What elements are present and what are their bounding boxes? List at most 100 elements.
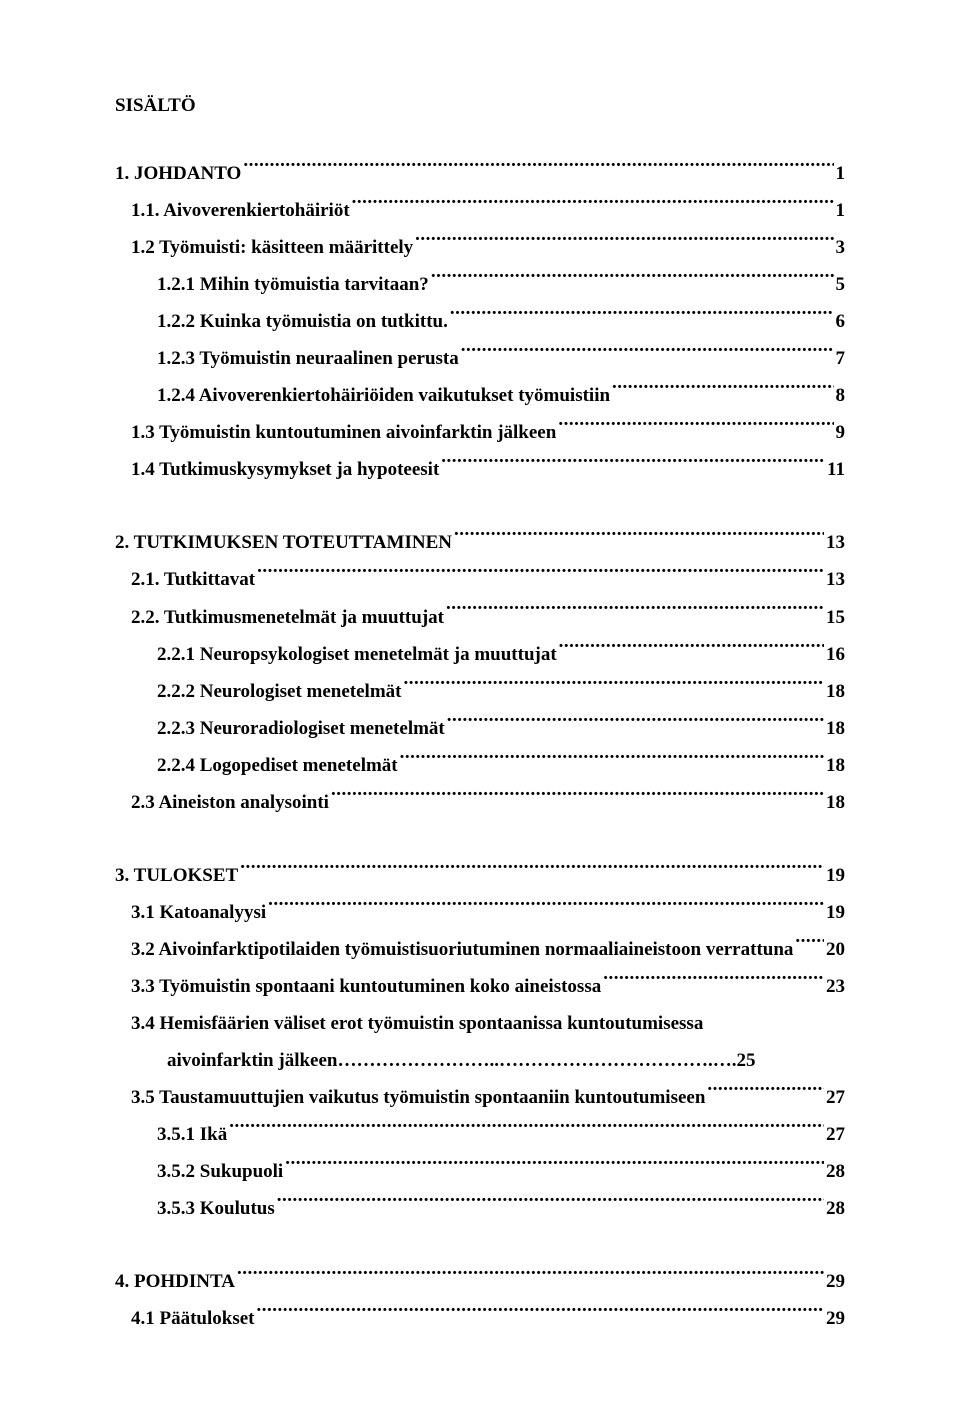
toc-container: 1. JOHDANTO11.1. Aivoverenkiertohäiriöt1… <box>115 155 845 1337</box>
toc-label: 2.2.2 Neurologiset menetelmät <box>157 673 401 710</box>
toc-leader <box>285 1158 824 1177</box>
toc-entry: 4.1 Päätulokset29 <box>115 1300 845 1337</box>
toc-label: 1. JOHDANTO <box>115 155 241 192</box>
toc-page: 20 <box>826 931 845 968</box>
toc-label: 1.3 Työmuistin kuntoutuminen aivoinfarkt… <box>131 414 556 451</box>
toc-label: 3.5 Taustamuuttujien vaikutus työmuistin… <box>131 1079 705 1116</box>
toc-leader <box>400 752 824 771</box>
toc-label: aivoinfarktin jälkeen……………………..………………………… <box>167 1042 732 1079</box>
toc-label: 2.3 Aineiston analysointi <box>131 784 329 821</box>
toc-leader <box>240 862 824 881</box>
toc-label: 3. TULOKSET <box>115 857 238 894</box>
toc-leader <box>795 936 824 955</box>
toc-label: 2.2. Tutkimusmenetelmät ja muuttujat <box>131 599 444 636</box>
toc-label: 3.5.1 Ikä <box>157 1116 227 1153</box>
toc-page: 18 <box>826 747 845 784</box>
toc-page: 19 <box>826 857 845 894</box>
toc-label: 1.2.3 Työmuistin neuraalinen perusta <box>157 340 459 377</box>
toc-leader <box>447 715 824 734</box>
toc-page: .25 <box>732 1042 756 1079</box>
toc-leader <box>558 419 833 438</box>
toc-page: 23 <box>826 968 845 1005</box>
toc-label: 1.2.1 Mihin työmuistia tarvitaan? <box>157 266 429 303</box>
toc-page: 18 <box>826 673 845 710</box>
toc-entry: 1. JOHDANTO 1 <box>115 155 845 192</box>
toc-page: 27 <box>826 1116 845 1153</box>
toc-label: 3.3 Työmuistin spontaani kuntoutuminen k… <box>131 968 601 1005</box>
toc-page: 28 <box>826 1153 845 1190</box>
toc-entry: 3.4 Hemisfäärien väliset erot työmuistin… <box>115 1005 845 1042</box>
toc-leader <box>603 973 824 992</box>
toc-leader <box>277 1195 824 1214</box>
toc-page: 29 <box>826 1263 845 1300</box>
toc-page: 5 <box>836 266 846 303</box>
toc-entry: 2.2.1 Neuropsykologiset menetelmät ja mu… <box>115 636 845 673</box>
toc-label: 2. TUTKIMUKSEN TOTEUTTAMINEN <box>115 524 452 561</box>
toc-entry: 2.2.2 Neurologiset menetelmät 18 <box>115 673 845 710</box>
toc-label: 1.4 Tutkimuskysymykset ja hypoteesit <box>131 451 439 488</box>
toc-label: 2.2.1 Neuropsykologiset menetelmät ja mu… <box>157 636 557 673</box>
toc-entry: 3.5 Taustamuuttujien vaikutus työmuistin… <box>115 1079 845 1116</box>
toc-entry: 3.3 Työmuistin spontaani kuntoutuminen k… <box>115 968 845 1005</box>
toc-page: 18 <box>826 784 845 821</box>
toc-entry: 3.1 Katoanalyysi 19 <box>115 894 845 931</box>
toc-leader <box>612 382 833 401</box>
toc-label: 2.2.3 Neuroradiologiset menetelmät <box>157 710 445 747</box>
toc-entry: 1.1. Aivoverenkiertohäiriöt 1 <box>115 192 845 229</box>
toc-leader <box>446 604 824 623</box>
toc-block: 1. JOHDANTO11.1. Aivoverenkiertohäiriöt1… <box>115 155 845 488</box>
toc-label: 2.2.4 Logopediset menetelmät <box>157 747 398 784</box>
toc-page: 15 <box>826 599 845 636</box>
toc-label: 3.5.3 Koulutus <box>157 1190 275 1227</box>
toc-label: 3.1 Katoanalyysi <box>131 894 266 931</box>
toc-label: 2.1. Tutkittavat <box>131 561 255 598</box>
toc-entry: 2. TUTKIMUKSEN TOTEUTTAMINEN13 <box>115 524 845 561</box>
toc-entry: 3. TULOKSET 19 <box>115 857 845 894</box>
toc-label: 1.2.4 Aivoverenkiertohäiriöiden vaikutuk… <box>157 377 610 414</box>
toc-block: 2. TUTKIMUKSEN TOTEUTTAMINEN132.1. Tutki… <box>115 524 845 820</box>
toc-page: 19 <box>826 894 845 931</box>
toc-page: 27 <box>826 1079 845 1116</box>
toc-leader <box>352 197 834 216</box>
toc-leader <box>559 641 824 660</box>
toc-page: 3 <box>836 229 846 266</box>
toc-label: 1.1. Aivoverenkiertohäiriöt <box>131 192 350 229</box>
toc-leader <box>257 1305 825 1324</box>
toc-leader <box>461 345 834 364</box>
toc-page: 7 <box>836 340 846 377</box>
toc-block: 3. TULOKSET193.1 Katoanalyysi193.2 Aivoi… <box>115 857 845 1227</box>
toc-page: 1 <box>836 192 846 229</box>
toc-entry: 1.2.4 Aivoverenkiertohäiriöiden vaikutuk… <box>115 377 845 414</box>
toc-entry: 3.5.3 Koulutus 28 <box>115 1190 845 1227</box>
toc-leader <box>268 899 824 918</box>
toc-label: 4.1 Päätulokset <box>131 1300 255 1337</box>
toc-entry: 1.2 Työmuisti: käsitteen määrittely 3 <box>115 229 845 266</box>
toc-entry: 1.2.2 Kuinka työmuistia on tutkittu.6 <box>115 303 845 340</box>
toc-entry: 4. POHDINTA 29 <box>115 1263 845 1300</box>
toc-leader <box>331 789 824 808</box>
toc-entry: 1.3 Työmuistin kuntoutuminen aivoinfarkt… <box>115 414 845 451</box>
toc-leader <box>454 529 824 548</box>
toc-entry: 2.2. Tutkimusmenetelmät ja muuttujat 15 <box>115 599 845 636</box>
toc-page: 13 <box>826 561 845 598</box>
toc-page: 8 <box>836 377 846 414</box>
toc-leader <box>257 566 824 585</box>
page: SISÄLTÖ 1. JOHDANTO11.1. Aivoverenkierto… <box>0 0 960 1413</box>
toc-leader <box>431 271 834 290</box>
toc-leader <box>450 308 834 327</box>
toc-entry: 2.2.3 Neuroradiologiset menetelmät18 <box>115 710 845 747</box>
toc-leader <box>229 1121 824 1140</box>
toc-page: 1 <box>836 155 846 192</box>
toc-entry: 2.3 Aineiston analysointi 18 <box>115 784 845 821</box>
toc-page: 28 <box>826 1190 845 1227</box>
toc-label: 1.2 Työmuisti: käsitteen määrittely <box>131 229 413 266</box>
toc-entry: 1.2.3 Työmuistin neuraalinen perusta 7 <box>115 340 845 377</box>
toc-label: 3.4 Hemisfäärien väliset erot työmuistin… <box>131 1005 703 1042</box>
toc-entry: 3.5.1 Ikä 27 <box>115 1116 845 1153</box>
toc-leader <box>237 1268 824 1287</box>
toc-entry: 2.2.4 Logopediset menetelmät 18 <box>115 747 845 784</box>
toc-leader <box>243 160 833 179</box>
toc-page: 9 <box>836 414 846 451</box>
toc-label: 4. POHDINTA <box>115 1263 235 1300</box>
toc-page: 6 <box>836 303 846 340</box>
